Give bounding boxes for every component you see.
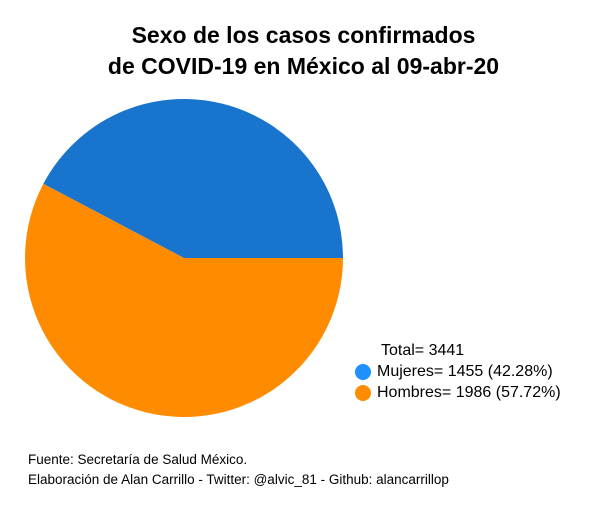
legend-swatch-hombres (355, 384, 371, 401)
legend: Total= 3441 Mujeres= 1455 (42.28%) Hombr… (355, 340, 561, 403)
pie-slices (24, 98, 344, 417)
footer-credits: Elaboración de Alan Carrillo - Twitter: … (28, 472, 449, 487)
footer: Fuente: Secretaría de Salud México. Elab… (28, 450, 449, 490)
legend-label-mujeres: Mujeres= 1455 (42.28%) (377, 363, 553, 380)
legend-total: Total= 3441 (381, 342, 465, 359)
pie-slice-mujeres (43, 98, 343, 259)
chart-title-line-2: de COVID-19 en México al 09-abr-20 (107, 53, 500, 79)
legend-label-hombres: Hombres= 1986 (57.72%) (377, 384, 561, 401)
chart-title-line-1: Sexo de los casos confirmados (131, 22, 476, 48)
chart-title: Sexo de los casos confirmados de COVID-1… (0, 20, 607, 82)
footer-source: Fuente: Secretaría de Salud México. (28, 452, 248, 467)
legend-item-mujeres: Mujeres= 1455 (42.28%) (355, 361, 561, 382)
legend-swatch-mujeres (355, 363, 371, 380)
legend-item-hombres: Hombres= 1986 (57.72%) (355, 382, 561, 403)
pie-slice-hombres (24, 183, 344, 417)
